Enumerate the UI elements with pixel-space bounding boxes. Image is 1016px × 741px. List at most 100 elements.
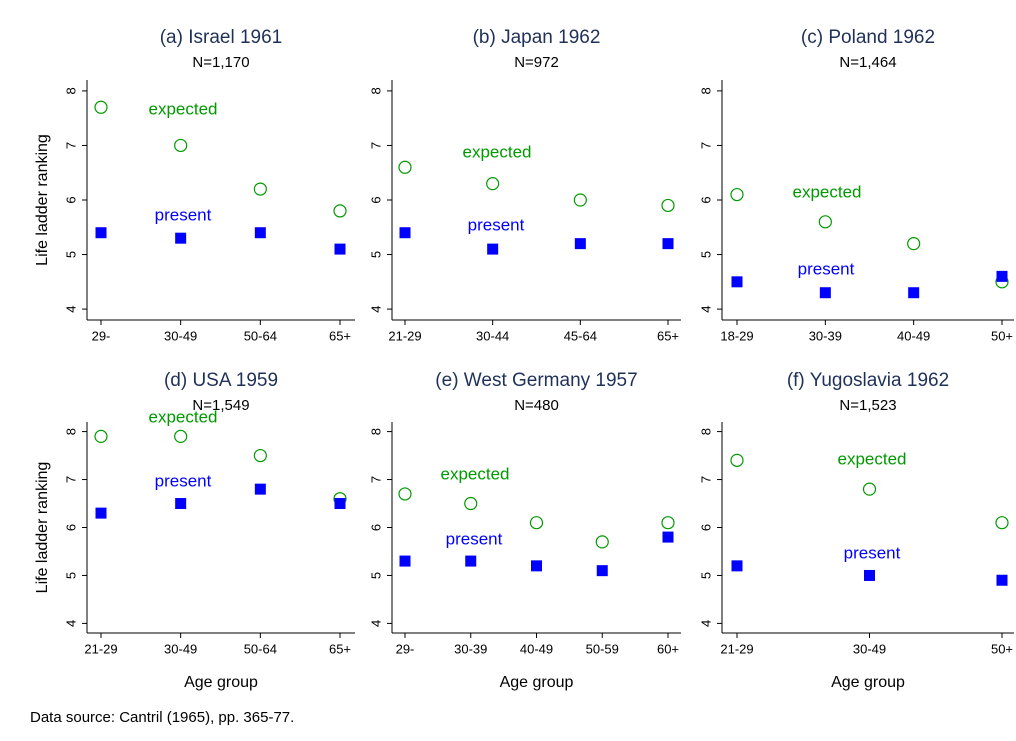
x-tick-label: 21-29 bbox=[720, 641, 753, 656]
x-tick-label: 60+ bbox=[657, 641, 679, 656]
series-label: present bbox=[844, 543, 901, 562]
marker-square bbox=[574, 238, 586, 250]
series-label: expected bbox=[149, 407, 218, 426]
marker-square bbox=[662, 531, 674, 543]
marker-square bbox=[175, 232, 187, 244]
y-tick-label: 8 bbox=[368, 428, 383, 435]
x-tick-label: 30-49 bbox=[164, 641, 197, 656]
marker-square bbox=[864, 569, 875, 581]
x-tick-label: 65+ bbox=[329, 328, 351, 343]
marker-square bbox=[731, 560, 743, 572]
marker-circle bbox=[862, 482, 877, 496]
panel-subtitle: N=1,523 bbox=[839, 397, 896, 414]
y-tick-label: 4 bbox=[368, 620, 383, 627]
marker-circle bbox=[486, 177, 500, 191]
y-tick-label: 5 bbox=[63, 572, 78, 579]
x-tick-label: 30-49 bbox=[164, 328, 197, 343]
y-axis-title: Life ladder ranking bbox=[34, 462, 51, 594]
x-tick-label: 18-29 bbox=[720, 328, 753, 343]
series-label: present bbox=[155, 471, 212, 490]
marker-square bbox=[596, 565, 608, 577]
x-tick-label: 40-49 bbox=[520, 641, 553, 656]
y-tick-label: 8 bbox=[63, 87, 78, 94]
x-tick-label: 50-59 bbox=[586, 641, 619, 656]
marker-circle bbox=[464, 496, 478, 511]
marker-circle bbox=[253, 182, 267, 196]
panel-subtitle: N=1,549 bbox=[192, 397, 249, 414]
marker-circle bbox=[661, 198, 675, 213]
marker-square bbox=[662, 238, 674, 250]
panel-title: (a) Israel 1961 bbox=[160, 27, 283, 48]
y-tick-label: 8 bbox=[63, 428, 78, 435]
series-label: present bbox=[446, 529, 503, 548]
y-tick-label: 4 bbox=[698, 305, 713, 312]
y-tick-label: 7 bbox=[368, 476, 383, 483]
marker-square bbox=[908, 287, 920, 299]
y-tick-label: 6 bbox=[63, 524, 78, 531]
marker-square bbox=[334, 243, 346, 255]
x-tick-label: 30-49 bbox=[853, 641, 886, 656]
marker-circle bbox=[174, 429, 188, 443]
marker-square bbox=[531, 560, 542, 572]
y-tick-label: 7 bbox=[698, 142, 713, 149]
marker-circle bbox=[333, 204, 347, 218]
y-tick-label: 4 bbox=[698, 620, 713, 627]
x-tick-label: 30-39 bbox=[454, 641, 487, 656]
x-axis-title: Age group bbox=[500, 674, 574, 691]
series-label: present bbox=[468, 215, 525, 234]
marker-square bbox=[465, 555, 477, 567]
x-tick-label: 50+ bbox=[991, 641, 1013, 656]
y-tick-label: 8 bbox=[698, 87, 713, 94]
marker-circle bbox=[995, 516, 1009, 530]
panel-subtitle: N=972 bbox=[514, 54, 559, 71]
y-axis-title: Life ladder ranking bbox=[34, 134, 51, 266]
marker-square bbox=[254, 483, 266, 495]
marker-square bbox=[334, 498, 346, 510]
panel-title: (e) West Germany 1957 bbox=[435, 370, 637, 391]
y-tick-label: 4 bbox=[63, 305, 78, 312]
y-tick-label: 7 bbox=[63, 142, 78, 149]
x-axis-title: Age group bbox=[831, 674, 905, 691]
x-tick-label: 21-29 bbox=[84, 641, 117, 656]
x-tick-label: 29- bbox=[396, 641, 415, 656]
y-tick-label: 7 bbox=[63, 476, 78, 483]
y-tick-label: 6 bbox=[698, 524, 713, 531]
y-tick-label: 5 bbox=[368, 251, 383, 258]
marker-circle bbox=[595, 535, 609, 549]
y-tick-label: 5 bbox=[63, 251, 78, 258]
marker-circle bbox=[94, 100, 108, 114]
series-label: expected bbox=[838, 449, 907, 468]
y-tick-label: 7 bbox=[368, 142, 383, 149]
x-tick-label: 30-39 bbox=[809, 328, 842, 343]
marker-circle bbox=[573, 193, 587, 207]
y-tick-label: 6 bbox=[63, 196, 78, 203]
x-tick-label: 45-64 bbox=[564, 328, 597, 343]
marker-square bbox=[399, 555, 411, 567]
series-label: expected bbox=[463, 142, 532, 161]
marker-square bbox=[95, 227, 107, 239]
y-tick-label: 6 bbox=[368, 196, 383, 203]
y-tick-label: 6 bbox=[368, 524, 383, 531]
marker-circle bbox=[907, 237, 921, 251]
y-tick-label: 5 bbox=[368, 572, 383, 579]
x-tick-label: 65+ bbox=[657, 328, 679, 343]
source-note: Data source: Cantril (1965), pp. 365-77. bbox=[30, 709, 294, 726]
marker-square bbox=[996, 574, 1008, 586]
panel-subtitle: N=1,464 bbox=[839, 54, 896, 71]
series-label: expected bbox=[441, 464, 510, 483]
series-label: present bbox=[155, 205, 212, 224]
panel-title: (f) Yugoslavia 1962 bbox=[787, 370, 949, 391]
x-tick-label: 50+ bbox=[991, 328, 1013, 343]
y-tick-label: 8 bbox=[368, 87, 383, 94]
marker-square bbox=[399, 227, 411, 239]
marker-circle bbox=[174, 138, 188, 153]
marker-square bbox=[996, 270, 1008, 282]
y-tick-label: 6 bbox=[698, 196, 713, 203]
x-tick-label: 50-64 bbox=[244, 641, 277, 656]
panel-title: (c) Poland 1962 bbox=[801, 27, 935, 48]
x-tick-label: 29- bbox=[92, 328, 111, 343]
panel-subtitle: N=480 bbox=[514, 397, 559, 414]
panel-title: (d) USA 1959 bbox=[164, 370, 278, 391]
